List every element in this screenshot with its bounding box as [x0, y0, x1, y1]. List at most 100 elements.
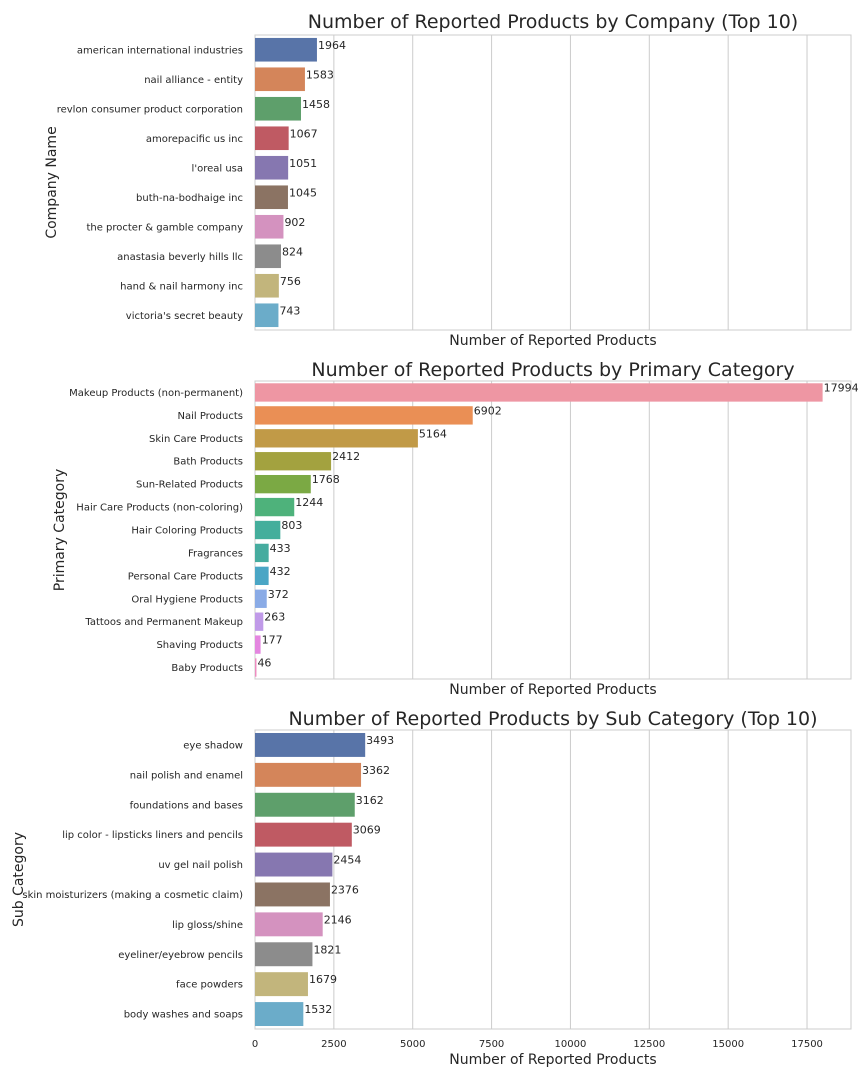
value-label: 6902	[474, 404, 502, 417]
chart-panel-1: Number of Reported Products by Company (…	[44, 11, 852, 349]
value-label: 5164	[419, 427, 447, 440]
bar	[255, 589, 267, 608]
bar	[255, 155, 289, 180]
bar	[255, 1002, 304, 1027]
category-label: Skin Care Products	[149, 434, 243, 445]
y-axis-label: Company Name	[44, 126, 60, 238]
value-label: 3493	[366, 734, 394, 747]
category-label: eye shadow	[183, 740, 243, 751]
category-label: Oral Hygiene Products	[131, 594, 243, 605]
category-label: anastasia beverly hills llc	[117, 252, 243, 263]
x-tick-label: 0	[252, 1039, 258, 1050]
category-label: nail alliance - entity	[144, 75, 243, 86]
chart-title: Number of Reported Products by Sub Categ…	[288, 708, 817, 730]
value-label: 3162	[356, 794, 384, 807]
bar	[255, 37, 317, 62]
y-axis-label: Sub Category	[11, 832, 27, 927]
value-label: 824	[282, 245, 303, 258]
bar	[255, 126, 289, 151]
bar	[255, 732, 366, 757]
category-label: amorepacific us inc	[146, 134, 243, 145]
category-label: Personal Care Products	[128, 571, 243, 582]
bar	[255, 67, 305, 92]
bar	[255, 566, 269, 586]
category-label: Hair Care Products (non-coloring)	[76, 503, 243, 514]
value-label: 1458	[302, 98, 330, 111]
category-label: victoria's secret beauty	[126, 311, 243, 322]
value-label: 2454	[333, 854, 361, 867]
value-label: 743	[279, 304, 300, 317]
bar	[255, 383, 823, 402]
plot-frame	[254, 380, 852, 680]
bar	[255, 852, 333, 877]
value-label: 263	[264, 611, 285, 624]
x-axis-label: Number of Reported Products	[449, 333, 656, 349]
value-label: 803	[281, 519, 302, 532]
category-label: Nail Products	[177, 411, 243, 422]
category-label: foundations and bases	[130, 800, 243, 811]
value-label: 17994	[824, 381, 859, 394]
x-tick-label: 7500	[479, 1039, 504, 1050]
category-label: american international industries	[77, 45, 243, 56]
bar	[255, 792, 355, 817]
category-label: eyeliner/eyebrow pencils	[118, 950, 243, 961]
value-label: 177	[262, 634, 283, 647]
category-label: Fragrances	[188, 548, 243, 559]
x-tick-label: 5000	[400, 1039, 425, 1050]
x-tick-label: 17500	[791, 1039, 823, 1050]
category-label: Tattoos and Permanent Makeup	[84, 617, 243, 628]
category-label: body washes and soaps	[124, 1010, 243, 1021]
x-tick-label: 2500	[321, 1039, 346, 1050]
bar	[255, 96, 301, 121]
bar	[255, 658, 257, 677]
category-label: hand & nail harmony inc	[120, 281, 243, 292]
bar	[255, 762, 362, 787]
plot-frame	[254, 729, 852, 1030]
x-tick-label: 10000	[555, 1039, 587, 1050]
chart-panel-3: Number of Reported Products by Sub Categ…	[11, 708, 852, 1068]
x-tick-label: 15000	[712, 1039, 744, 1050]
category-label: uv gel nail polish	[158, 860, 243, 871]
category-label: Makeup Products (non-permanent)	[69, 388, 243, 399]
category-label: l'oreal usa	[192, 163, 243, 174]
value-label: 1045	[289, 186, 317, 199]
category-label: nail polish and enamel	[130, 770, 243, 781]
value-label: 1583	[306, 68, 334, 81]
category-label: lip gloss/shine	[172, 920, 243, 931]
chart-title: Number of Reported Products by Primary C…	[311, 359, 794, 381]
category-label: lip color - lipsticks liners and pencils	[62, 830, 243, 841]
category-label: buth-na-bodhaige inc	[136, 193, 243, 204]
category-label: skin moisturizers (making a cosmetic cla…	[22, 890, 243, 901]
value-label: 1051	[289, 157, 317, 170]
y-axis-label: Primary Category	[52, 469, 68, 592]
bar	[255, 942, 313, 967]
value-label: 1964	[318, 39, 346, 52]
bar	[255, 185, 288, 210]
value-label: 1768	[312, 473, 340, 486]
category-label: revlon consumer product corporation	[57, 104, 243, 115]
bar	[255, 612, 264, 631]
value-label: 433	[270, 542, 291, 555]
value-label: 46	[257, 657, 271, 670]
bar	[255, 273, 279, 298]
chart-panel-2: Number of Reported Products by Primary C…	[52, 359, 859, 698]
category-label: Bath Products	[173, 457, 243, 468]
category-label: Baby Products	[171, 663, 243, 674]
bar	[255, 452, 332, 471]
value-label: 372	[268, 588, 289, 601]
bar	[255, 543, 269, 563]
category-label: the procter & gamble company	[86, 222, 243, 233]
x-tick-label: 12500	[633, 1039, 665, 1050]
bar	[255, 912, 323, 937]
value-label: 1821	[313, 943, 341, 956]
bar	[255, 406, 473, 425]
value-label: 2376	[331, 883, 359, 896]
value-label: 1067	[290, 127, 318, 140]
value-label: 3069	[353, 824, 381, 837]
value-label: 2412	[332, 450, 360, 463]
plot-frame	[254, 34, 852, 331]
bar	[255, 214, 284, 239]
x-axis-label: Number of Reported Products	[449, 1052, 656, 1068]
bar	[255, 822, 352, 847]
